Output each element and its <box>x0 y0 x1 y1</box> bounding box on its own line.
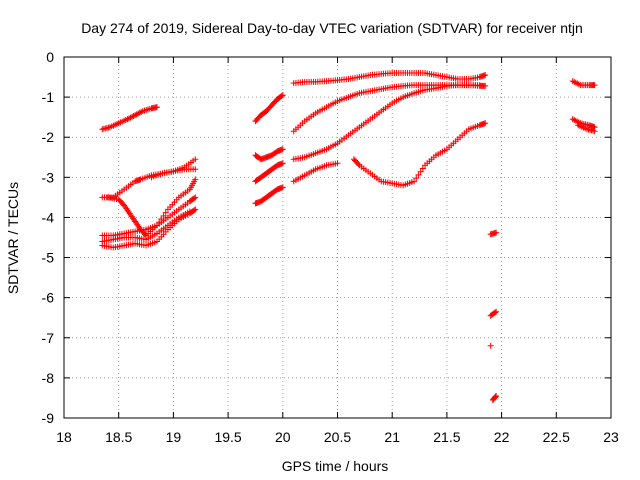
y-tick-label: -5 <box>42 250 55 266</box>
data-point <box>192 176 199 183</box>
x-tick-label: 19 <box>166 429 182 445</box>
y-tick-label: -8 <box>42 370 55 386</box>
x-tick-label: 22.5 <box>543 429 570 445</box>
data-point <box>411 178 418 185</box>
data-point <box>278 92 285 99</box>
series-track-9 <box>252 146 286 163</box>
data-point <box>419 165 426 172</box>
data-points <box>99 70 598 403</box>
y-tick-label: -4 <box>42 209 55 225</box>
x-tick-label: 22 <box>494 429 510 445</box>
y-tick-label: -1 <box>42 89 55 105</box>
series-track-16 <box>350 120 489 189</box>
y-tick-label: -3 <box>42 169 55 185</box>
data-point <box>279 160 286 167</box>
data-point <box>186 208 193 215</box>
x-tick-label: 23 <box>603 429 619 445</box>
series-track-11 <box>252 184 286 207</box>
data-point <box>476 82 483 89</box>
y-tick-label: 0 <box>46 49 54 65</box>
data-point <box>492 393 499 400</box>
data-point <box>191 195 198 202</box>
data-point <box>493 392 500 399</box>
data-point <box>192 194 199 201</box>
data-point <box>492 309 499 316</box>
data-point <box>482 82 489 89</box>
series-track-4 <box>99 194 199 239</box>
x-tick-label: 19.5 <box>214 429 241 445</box>
y-tick-labels: 0 -1 -2 -3 -4 -5 -6 -7 -8 -9 <box>42 49 55 426</box>
series-track-19 <box>487 342 494 349</box>
data-point <box>192 166 199 173</box>
series-track-21 <box>569 78 598 89</box>
data-point <box>162 209 169 216</box>
data-point <box>493 308 500 315</box>
series-track-13 <box>290 82 489 135</box>
series-track-6 <box>99 208 193 245</box>
y-axis-label: SDTVAR / TECUs <box>5 182 21 294</box>
series-track-12 <box>290 70 489 87</box>
data-point <box>192 156 199 163</box>
x-tick-label: 20 <box>275 429 291 445</box>
data-point <box>192 206 199 213</box>
data-point <box>191 207 198 214</box>
data-point <box>153 104 160 111</box>
series-track-15 <box>290 160 341 185</box>
data-point <box>413 175 420 182</box>
data-point <box>279 146 286 153</box>
data-point <box>279 184 286 191</box>
x-tick-label: 18.5 <box>105 429 132 445</box>
series-track-10 <box>252 160 286 185</box>
data-point <box>415 171 422 178</box>
series-track-20 <box>489 392 500 403</box>
x-axis-label: GPS time / hours <box>282 458 389 474</box>
grid-lines <box>64 57 611 418</box>
data-point <box>591 128 598 135</box>
data-point <box>482 72 489 79</box>
series-track-14 <box>290 82 483 163</box>
x-tick-labels: 18 18.5 19 19.5 20 20.5 21 21.5 22 22.5 23 <box>56 429 619 445</box>
data-point <box>334 160 341 167</box>
series-track-7 <box>148 166 199 181</box>
x-tick-label: 18 <box>56 429 72 445</box>
plot-frame <box>63 56 612 419</box>
y-tick-label: -9 <box>42 410 55 426</box>
series-track-23 <box>575 122 598 135</box>
series-track-1 <box>99 104 160 133</box>
chart-title: Day 274 of 2019, Sidereal Day-to-day VTE… <box>81 20 583 36</box>
data-point <box>493 229 500 236</box>
data-point <box>482 120 489 127</box>
data-point <box>141 231 148 238</box>
data-point <box>487 342 494 349</box>
series-track-17 <box>487 229 500 238</box>
x-tick-label: 21 <box>384 429 400 445</box>
series-track-18 <box>487 308 500 319</box>
data-point <box>417 168 424 175</box>
x-tick-label: 21.5 <box>433 429 460 445</box>
data-point <box>591 82 598 89</box>
series-track-3 <box>104 176 199 239</box>
y-tick-label: -7 <box>42 330 55 346</box>
series-track-8 <box>252 92 286 125</box>
data-point <box>279 92 286 99</box>
x-tick-label: 20.5 <box>324 429 351 445</box>
data-point <box>355 161 362 168</box>
y-tick-label: -2 <box>42 129 55 145</box>
y-tick-label: -6 <box>42 290 55 306</box>
